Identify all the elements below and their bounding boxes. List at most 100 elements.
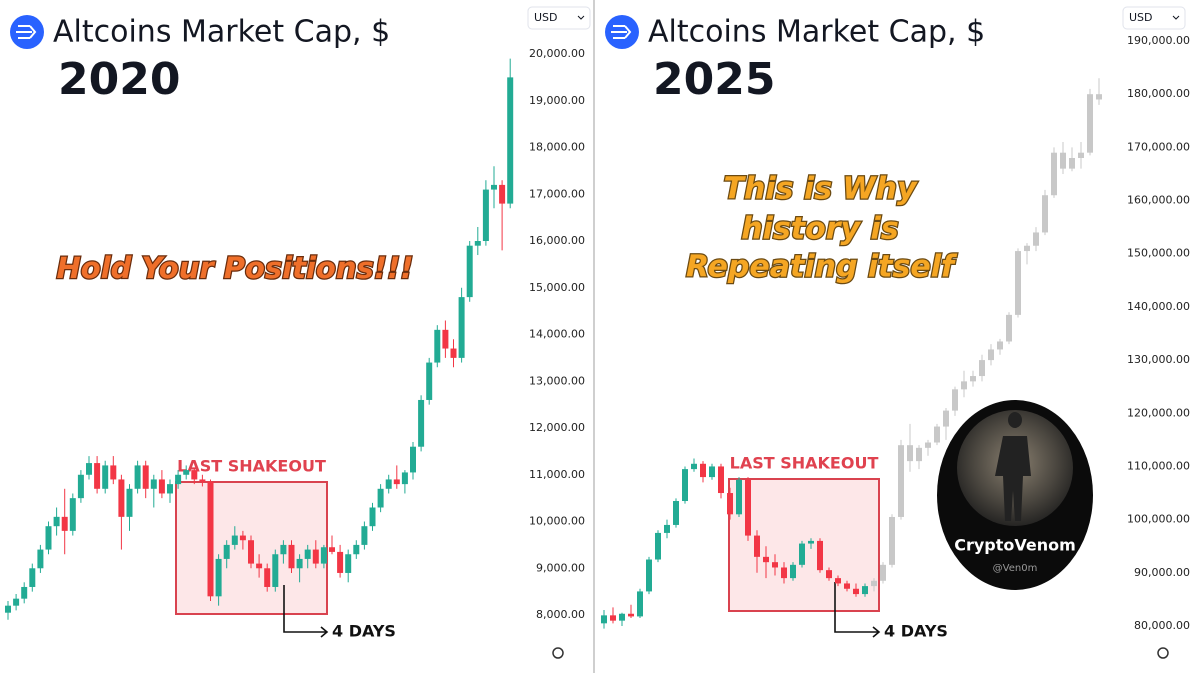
candle-body <box>199 479 206 482</box>
candle-body <box>754 535 760 557</box>
candle-body <box>1033 232 1039 246</box>
candle-body <box>862 586 868 595</box>
logo-icon <box>16 25 37 39</box>
candle-body <box>898 445 904 517</box>
candle-body <box>682 469 688 502</box>
candle-body <box>1051 152 1057 196</box>
candle-body <box>601 615 607 624</box>
logo-icon <box>611 25 632 39</box>
y-tick-label: 14,000.00 <box>529 328 585 341</box>
candle-body <box>361 526 368 545</box>
candle-body <box>353 544 360 555</box>
candle-body <box>142 465 149 489</box>
y-tick-label: 20,000.00 <box>529 47 585 60</box>
annotation: Hold Your Positions!!! <box>57 251 414 285</box>
candle-body <box>943 410 949 427</box>
currency-label: USD <box>534 11 558 24</box>
candle-body <box>826 570 832 579</box>
candle-body <box>808 540 814 544</box>
y-tick-label: 9,000.00 <box>536 561 585 574</box>
candle-body <box>736 479 742 515</box>
y-tick-label: 150,000.00 <box>1127 247 1190 260</box>
candle-body <box>45 526 52 550</box>
candle-body <box>126 488 133 517</box>
arrow <box>834 582 881 638</box>
candle-body <box>1060 152 1066 169</box>
candle-body <box>110 465 117 480</box>
candle-body <box>61 516 68 531</box>
y-tick-label: 18,000.00 <box>529 141 585 154</box>
candle-body <box>29 568 36 587</box>
chart-subtitle: 2025 <box>653 54 775 105</box>
y-tick-label: 80,000.00 <box>1134 619 1190 632</box>
y-tick-label: 11,000.00 <box>529 468 585 481</box>
candle-body <box>628 613 634 617</box>
candle-body <box>664 524 670 533</box>
y-tick-label: 19,000.00 <box>529 94 585 107</box>
candle-body <box>709 466 715 478</box>
candle-body <box>799 543 805 565</box>
candle-body <box>1015 251 1021 315</box>
candle-body <box>183 470 190 475</box>
y-tick-label: 15,000.00 <box>529 281 585 294</box>
candle-body <box>1096 94 1102 100</box>
candle-body <box>13 598 20 606</box>
candle-body <box>871 580 877 587</box>
candle-body <box>410 446 416 473</box>
candle-body <box>491 184 497 190</box>
y-tick-label: 16,000.00 <box>529 234 585 247</box>
candle-body <box>231 535 238 545</box>
y-tick-label: 100,000.00 <box>1127 513 1190 526</box>
chart-title: Altcoins Market Cap, $ <box>648 15 985 50</box>
candle-body <box>763 556 769 563</box>
currency-select[interactable] <box>1122 6 1186 30</box>
candle-body <box>700 463 706 478</box>
candle-body <box>223 544 230 559</box>
y-tick-label: 13,000.00 <box>529 374 585 387</box>
candle-body <box>426 362 433 400</box>
candle-body <box>434 329 441 363</box>
candle-body <box>94 463 101 489</box>
arrow <box>283 585 329 638</box>
candle-body <box>86 463 92 475</box>
candle-body <box>442 329 449 349</box>
y-tick-label: 12,000.00 <box>529 421 585 434</box>
candle-body <box>655 532 661 560</box>
candle-body <box>1024 245 1030 252</box>
candle-body <box>248 540 254 564</box>
candle-body <box>474 241 481 246</box>
y-tick-label: 140,000.00 <box>1127 300 1190 313</box>
chart-subtitle: 2020 <box>58 54 180 105</box>
candle-body <box>53 516 60 527</box>
settings-icon[interactable] <box>552 647 564 659</box>
currency-select[interactable] <box>527 6 591 30</box>
candle-body <box>102 465 109 489</box>
candle-body <box>215 558 222 597</box>
candle-body <box>952 389 958 411</box>
candle-body <box>312 549 319 564</box>
candle-body <box>637 591 643 617</box>
candle-body <box>499 184 506 204</box>
candle-body <box>256 563 263 569</box>
settings-icon[interactable] <box>1157 647 1169 659</box>
candle-body <box>167 484 173 494</box>
candle-body <box>393 479 400 485</box>
candle-body <box>979 360 985 377</box>
candle-body <box>817 540 823 571</box>
candle-body <box>691 463 697 470</box>
candle-body <box>610 615 616 621</box>
y-tick-label: 17,000.00 <box>529 187 585 200</box>
candle-body <box>458 297 465 358</box>
y-tick-label: 190,000.00 <box>1127 34 1190 47</box>
candle-body <box>916 447 922 462</box>
y-tick-label: 170,000.00 <box>1127 140 1190 153</box>
candle-body <box>673 501 679 525</box>
candle-body <box>175 474 182 485</box>
y-tick-label: 110,000.00 <box>1127 459 1190 472</box>
candle-body <box>418 399 425 447</box>
box-label: LAST SHAKEOUT <box>177 457 326 476</box>
candle-body <box>77 474 84 499</box>
chevron <box>577 15 585 20</box>
candle-body <box>239 535 246 541</box>
